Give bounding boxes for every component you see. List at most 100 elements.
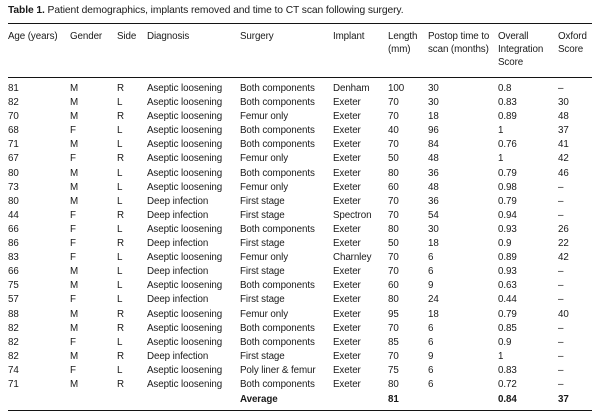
table-cell: L (117, 294, 123, 306)
column-header-age: Age (years) (8, 23, 70, 78)
table-cell: – (558, 209, 564, 221)
table-cell: Aseptic loosening (147, 83, 223, 94)
table-cell: Exeter (333, 195, 361, 207)
table-cell: 74 (8, 364, 19, 376)
table-cell: 66 (8, 266, 19, 278)
table-cell: M (70, 322, 79, 334)
table-cell: 46 (558, 167, 569, 179)
table-cell: Exeter (333, 97, 361, 109)
table-row: 71 M R Aseptic loosening Both components Exet… (8, 378, 592, 392)
table-cell: 0.89 (498, 252, 517, 264)
table-cell: 54 (428, 209, 439, 221)
table-cell: Both components (240, 167, 315, 179)
table-cell: M (70, 195, 79, 207)
table-cell: 0.9 (498, 238, 512, 250)
table-cell: 70 (388, 209, 399, 221)
table-cell (70, 392, 117, 412)
table-cell: 82 (8, 97, 19, 109)
table-cell: Exeter (333, 280, 361, 292)
table-cell: 83 (8, 252, 19, 264)
table-cell: – (558, 378, 564, 390)
column-header-gender: Gender (70, 23, 117, 78)
table-cell: Poly liner & femur (240, 364, 316, 376)
table-cell: M (70, 266, 79, 278)
table-row: 71 M L Aseptic loosening Both components Exet… (8, 138, 592, 152)
table-cell: F (70, 223, 76, 235)
table-cell: Both components (240, 125, 315, 137)
table-cell: Deep infection (147, 266, 209, 278)
table-cell: Exeter (333, 181, 361, 193)
table-row: 82 F L Aseptic loosening Both components Exet… (8, 336, 592, 350)
table-row: 73 M L Aseptic loosening Femur only Exeter 60 4… (8, 181, 592, 195)
table-cell: Aseptic loosening (147, 336, 223, 348)
table-cell: Spectron (333, 209, 372, 221)
table-cell: – (558, 294, 564, 306)
table-cell: Exeter (333, 266, 361, 278)
table-cell: 36 (428, 195, 439, 207)
table-cell: L (117, 252, 123, 264)
table-cell: L (117, 97, 123, 109)
table-cell: Both components (240, 322, 315, 334)
table-cell: 0.83 (498, 364, 517, 376)
table-cell (117, 392, 147, 412)
table-cell: 6 (428, 378, 434, 390)
table-cell: 18 (428, 238, 439, 250)
table-cell: Deep infection (147, 238, 209, 250)
table-cell: Deep infection (147, 209, 209, 221)
table-cell: 70 (388, 252, 399, 264)
table-cell: 81 (8, 83, 19, 94)
table-cell: 24 (428, 294, 439, 306)
table-cell: L (117, 125, 123, 137)
table-header: Age (years) Gender Side Diagnosis Surger… (8, 23, 592, 78)
column-header-integration-score: Overall Integration Score (498, 23, 558, 78)
table-cell: 1 (498, 125, 504, 137)
table-cell: 0.44 (498, 294, 517, 306)
table-cell: – (558, 336, 564, 348)
table-cell: 44 (8, 209, 19, 221)
table-cell: M (70, 97, 79, 109)
table-row: 68 F L Aseptic loosening Both components Exet… (8, 124, 592, 138)
table-header-row: Age (years) Gender Side Diagnosis Surger… (8, 23, 592, 78)
table-cell: F (70, 125, 76, 137)
table-cell: 80 (8, 167, 19, 179)
table-cell: 95 (388, 308, 399, 320)
table-cell: L (117, 139, 123, 151)
table-cell: Exeter (333, 378, 361, 390)
table-cell: Exeter (333, 294, 361, 306)
table-cell: M (70, 280, 79, 292)
table-cell: L (117, 280, 123, 292)
table-cell: 6 (428, 322, 434, 334)
table-cell: Femur only (240, 308, 288, 320)
table-cell: Aseptic loosening (147, 322, 223, 334)
table-cell: 40 (388, 125, 399, 137)
table-cell: Both components (240, 336, 315, 348)
table-cell: 30 (428, 97, 439, 109)
table-cell: First stage (240, 266, 285, 278)
table-cell: 48 (428, 153, 439, 165)
table-cell: 60 (388, 181, 399, 193)
table-cell: 0.89 (498, 111, 517, 123)
table-cell: 37 (558, 392, 592, 412)
table-cell: 68 (8, 125, 19, 137)
table-cell: First stage (240, 350, 285, 362)
table-cell: Aseptic loosening (147, 167, 223, 179)
table-cell: 80 (388, 223, 399, 235)
table-cell: – (558, 364, 564, 376)
table-cell: Aseptic loosening (147, 308, 223, 320)
column-header-diagnosis: Diagnosis (147, 23, 240, 78)
table-cell: F (70, 209, 76, 221)
table-cell: R (117, 378, 124, 390)
table-cell: L (117, 223, 123, 235)
table-cell: 60 (388, 280, 399, 292)
table-cell: F (70, 364, 76, 376)
table-cell: Exeter (333, 364, 361, 376)
table-cell: M (70, 308, 79, 320)
table-cell: 80 (388, 378, 399, 390)
table-row: 82 M L Aseptic loosening Both components Exet… (8, 96, 592, 110)
table-cell: Aseptic loosening (147, 378, 223, 390)
table-row: 82 M R Aseptic loosening Both components Exet… (8, 322, 592, 336)
table-cell: 70 (388, 322, 399, 334)
table-cell: 73 (8, 181, 19, 193)
average-row: Average 81 0.84 37 (8, 392, 592, 412)
